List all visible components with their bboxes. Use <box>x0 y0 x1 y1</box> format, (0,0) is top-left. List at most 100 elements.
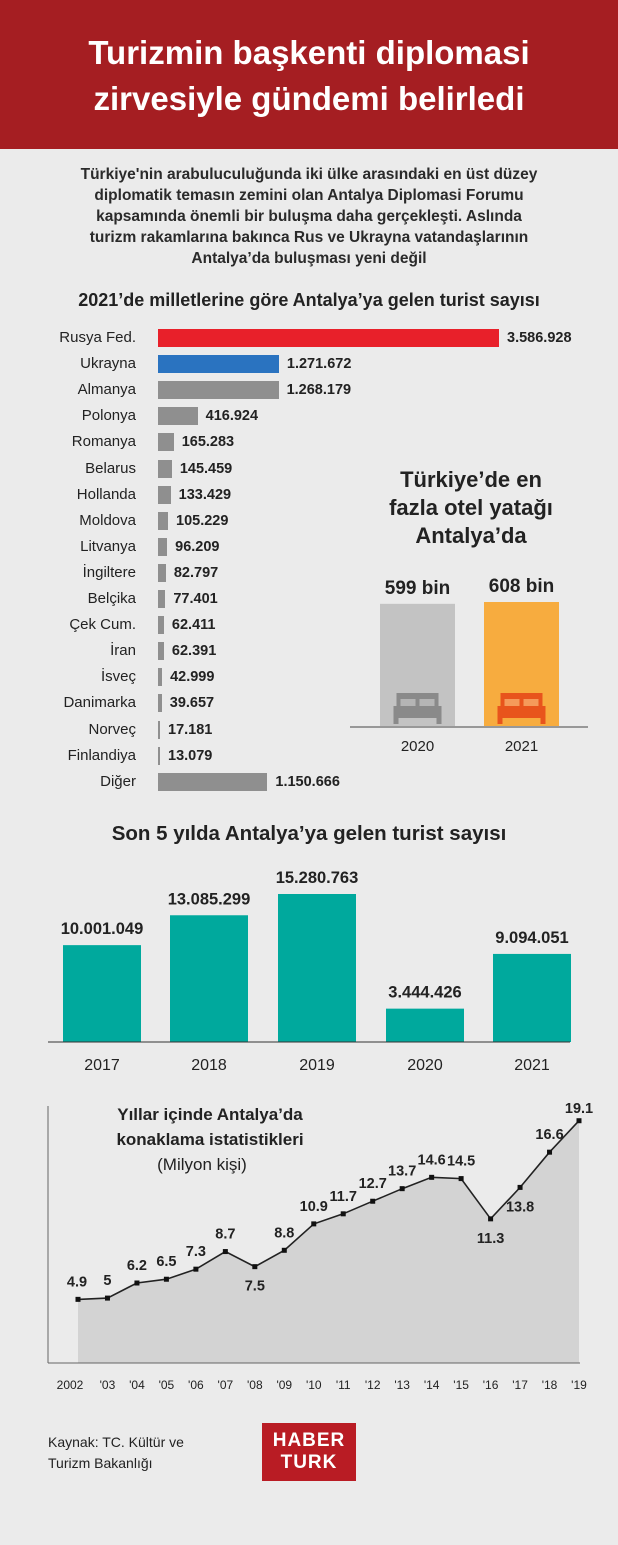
bed-chart-title-line: Türkiye’de en <box>400 467 542 492</box>
data-label: 39.657 <box>169 695 215 712</box>
data-point <box>281 1247 287 1253</box>
tick-label: 2020 <box>407 1057 443 1074</box>
tick-label: 2017 <box>84 1057 120 1074</box>
category-label: Diğer <box>100 772 136 790</box>
data-label: 6.5 <box>156 1254 176 1270</box>
category-label: Çek Cum. <box>69 616 136 634</box>
tick-label: '07 <box>218 1378 234 1392</box>
category-label: Polonya <box>81 407 136 425</box>
bar <box>493 953 571 1042</box>
data-label: 6.2 <box>127 1258 147 1274</box>
tick-label: 2002 <box>57 1378 84 1392</box>
data-label: 13.085.299 <box>168 890 251 908</box>
bed-chart-title-line: fazla otel yatağı <box>389 495 553 520</box>
tick-label: '19 <box>571 1378 587 1392</box>
data-point <box>252 1264 258 1270</box>
category-label: İran <box>110 642 136 660</box>
haberturk-logo: HABER TURK <box>262 1423 356 1481</box>
data-point <box>399 1186 405 1192</box>
area-chart-subtitle: (Milyon kişi) <box>157 1155 247 1174</box>
bar <box>158 772 268 791</box>
tick-label: '05 <box>159 1378 175 1392</box>
data-label: 16.6 <box>535 1127 563 1143</box>
area-chart-title-line: Yıllar içinde Antalya’da <box>117 1105 303 1124</box>
data-label: 7.5 <box>245 1279 265 1295</box>
tick-label: 2018 <box>191 1057 227 1074</box>
bar <box>158 537 168 556</box>
data-label: 15.280.763 <box>276 869 359 887</box>
tick-label: '10 <box>306 1378 322 1392</box>
page-title-line-2: zirvesiyle gündemi belirledi <box>93 80 525 117</box>
bar <box>158 694 162 713</box>
data-point <box>458 1176 464 1182</box>
data-label: 14.6 <box>418 1152 446 1168</box>
tick-label: '09 <box>276 1378 292 1392</box>
bar <box>158 511 168 530</box>
bed-chart-title-line: Antalya’da <box>415 523 527 548</box>
source-line: Turizm Bakanlığı <box>48 1455 153 1471</box>
category-label: Romanya <box>71 433 136 451</box>
tick-label: '15 <box>453 1378 469 1392</box>
data-point <box>222 1249 228 1255</box>
data-label: 77.401 <box>173 591 218 607</box>
tick-label: '16 <box>483 1378 499 1392</box>
area-fill <box>78 1120 579 1363</box>
tick-label: '13 <box>394 1378 410 1392</box>
intro-line: kapsamında önemli bir buluşma daha gerçe… <box>96 208 522 225</box>
data-label: 3.444.426 <box>388 984 461 1002</box>
tick-label: 2020 <box>401 738 434 755</box>
category-label: Rusya Fed. <box>59 329 136 346</box>
five-year-chart-title: Son 5 yılda Antalya’ya gelen turist sayı… <box>111 822 507 845</box>
data-label: 8.7 <box>215 1227 235 1243</box>
nationality-chart-title: 2021’de milletlerine göre Antalya’ya gel… <box>78 290 540 310</box>
data-point <box>488 1216 494 1222</box>
category-label: Norveç <box>88 720 136 738</box>
data-label: 9.094.051 <box>495 929 568 947</box>
data-label: 17.181 <box>168 721 213 738</box>
intro-line: Antalya’da buluşması yeni değil <box>191 250 427 267</box>
page-title: Turizmin başkenti diplomasi zirvesiyle g… <box>0 30 618 122</box>
category-label: Moldova <box>79 511 136 529</box>
data-label: 608 bin <box>489 576 554 597</box>
data-label: 13.8 <box>506 1199 534 1215</box>
data-label: 82.797 <box>173 564 219 581</box>
intro-text: Türkiye'nin arabuluculuğunda iki ülke ar… <box>20 164 598 269</box>
bar <box>158 433 174 452</box>
category-label: Ukrayna <box>80 355 136 373</box>
category-label: İngiltere <box>82 563 136 581</box>
intro-line: turizm rakamlarına bakınca Rus ve Ukrayn… <box>89 229 529 246</box>
page-title-line-1: Turizmin başkenti diplomasi <box>88 34 530 71</box>
data-point <box>311 1221 317 1227</box>
category-label: Belçika <box>87 590 136 607</box>
data-label: 105.229 <box>176 512 229 529</box>
bar <box>63 945 141 1042</box>
data-label: 62.391 <box>171 643 217 660</box>
data-label: 1.268.179 <box>286 382 352 399</box>
bar <box>158 459 172 478</box>
category-label: Belarus <box>85 459 136 477</box>
series-line <box>77 1120 580 1301</box>
bar <box>158 485 171 504</box>
data-point <box>163 1276 169 1282</box>
data-point <box>75 1296 81 1302</box>
bed-icon <box>497 693 546 724</box>
data-point <box>134 1280 140 1286</box>
tick-label: 2019 <box>299 1057 335 1074</box>
source-note: Kaynak: TC. Kültür ve Turizm Bakanlığı <box>48 1432 248 1474</box>
data-label: 4.9 <box>67 1274 87 1290</box>
bar <box>158 616 164 635</box>
tick-label: '12 <box>365 1378 381 1392</box>
bar <box>484 602 559 726</box>
logo-text: TURK <box>280 1452 338 1473</box>
data-label: 12.7 <box>359 1176 387 1192</box>
bar <box>158 355 279 374</box>
bar <box>158 563 166 582</box>
data-label: 13.7 <box>388 1164 416 1180</box>
intro-line: diplomatik temasın zemini olan Antalya D… <box>94 187 524 204</box>
category-label: Hollanda <box>76 485 136 503</box>
logo-text: HABER <box>272 1430 346 1451</box>
data-label: 165.283 <box>181 434 235 451</box>
data-point <box>429 1174 435 1180</box>
bar <box>158 329 499 347</box>
data-label: 145.459 <box>179 460 233 477</box>
